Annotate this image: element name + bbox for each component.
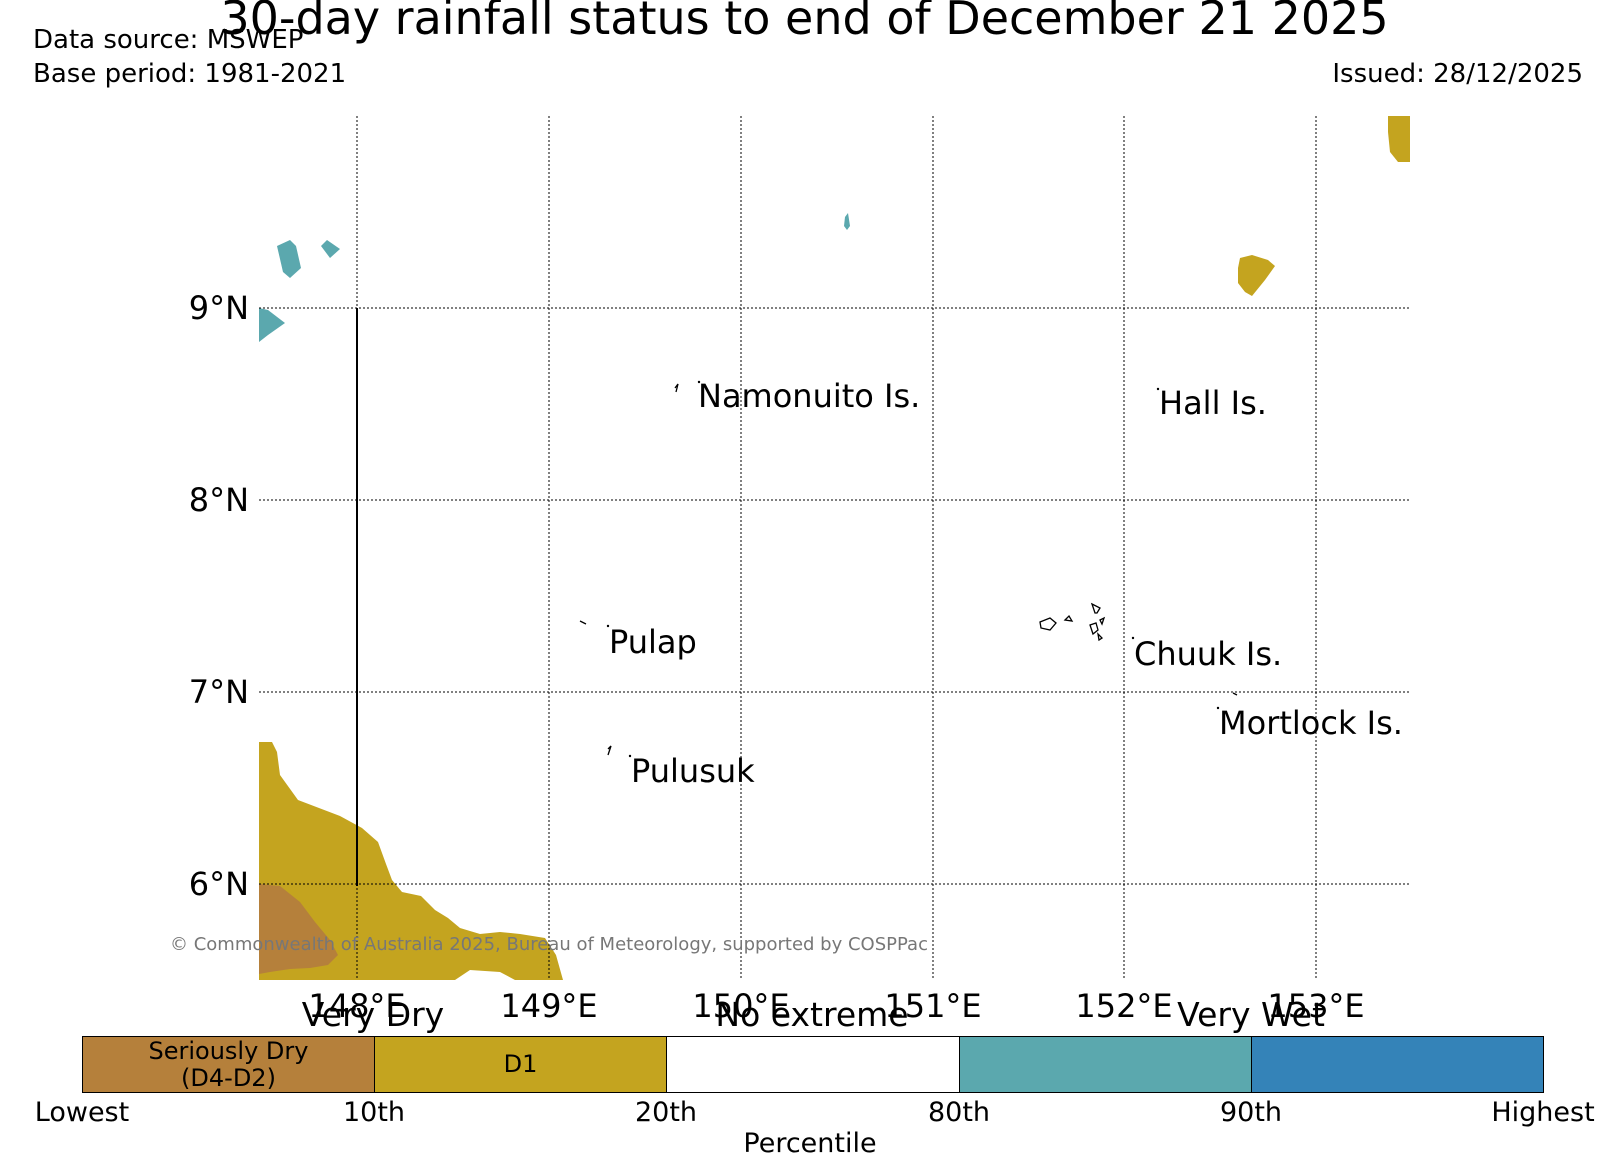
lon-label-152e: 152°E bbox=[1075, 987, 1172, 1025]
legend-box-label: D1 bbox=[375, 1037, 666, 1092]
island-outline bbox=[1063, 614, 1074, 622]
place-dot bbox=[697, 380, 701, 384]
place-label-pulusuk: Pulusuk bbox=[631, 752, 755, 790]
map-title: 30-day rainfall status to end of Decembe… bbox=[220, 0, 1389, 45]
island-outline bbox=[579, 620, 587, 625]
legend-tick-90th: 90th bbox=[1219, 1097, 1283, 1128]
legend-d1-text: D1 bbox=[503, 1050, 538, 1078]
lon-label-151e: 151°E bbox=[884, 987, 981, 1025]
legend-seriously-dry-text: Seriously Dry (D4-D2) bbox=[148, 1036, 309, 1092]
island-outline bbox=[1089, 622, 1099, 636]
lon-label-153e: 153°E bbox=[1267, 987, 1364, 1025]
island-outline bbox=[1232, 692, 1238, 696]
legend-box-label: Seriously Dry (D4-D2) bbox=[83, 1037, 374, 1092]
island-outline bbox=[607, 745, 612, 756]
place-dot bbox=[1131, 636, 1135, 640]
lon-label-150e: 150°E bbox=[692, 987, 789, 1025]
legend-box-seriously-dry: Seriously Dry (D4-D2) bbox=[82, 1036, 375, 1093]
place-label-namonuito: Namonuito Is. bbox=[698, 377, 920, 415]
island-outline bbox=[674, 383, 679, 393]
place-dot bbox=[1156, 387, 1160, 391]
island-outline bbox=[1099, 616, 1106, 626]
legend-tick-lowest: Lowest bbox=[34, 1097, 130, 1128]
issued-date-label: Issued: 28/12/2025 bbox=[1332, 59, 1583, 89]
base-period-label: Base period: 1981-2021 bbox=[33, 59, 347, 89]
lat-label-6n: 6°N bbox=[189, 865, 249, 903]
lat-label-9n: 9°N bbox=[189, 289, 249, 327]
legend-tick-highest: Highest bbox=[1491, 1097, 1595, 1128]
legend-box-no-extreme bbox=[666, 1036, 960, 1093]
d1-patch bbox=[1238, 255, 1275, 296]
lat-label-8n: 8°N bbox=[189, 481, 249, 519]
legend-category-very-dry: Very Dry bbox=[301, 995, 445, 1034]
lon-label-148e: 148°E bbox=[308, 987, 405, 1025]
legend-box-very-wet bbox=[1251, 1036, 1544, 1093]
legend-tick-80th: 80th bbox=[927, 1097, 991, 1128]
place-label-hall: Hall Is. bbox=[1159, 384, 1267, 422]
place-label-pulap: Pulap bbox=[609, 623, 697, 661]
wet-patch bbox=[321, 240, 340, 258]
place-label-chuuk: Chuuk Is. bbox=[1134, 635, 1282, 673]
wet-patch bbox=[259, 308, 285, 342]
wet-patch bbox=[277, 240, 301, 278]
legend-category-very-wet: Very Wet bbox=[1177, 995, 1325, 1034]
island-outline bbox=[1097, 632, 1104, 642]
legend-category-no-extreme: No extreme bbox=[715, 995, 909, 1034]
legend-tick-20th: 20th bbox=[634, 1097, 698, 1128]
legend-box-d1: D1 bbox=[374, 1036, 667, 1093]
place-dot bbox=[1216, 706, 1220, 710]
copyright-notice: © Commonwealth of Australia 2025, Bureau… bbox=[170, 934, 928, 955]
place-dot bbox=[606, 624, 610, 628]
wet-patch bbox=[844, 213, 850, 230]
lat-label-7n: 7°N bbox=[189, 673, 249, 711]
legend-box-wet bbox=[959, 1036, 1252, 1093]
legend-axis-label: Percentile bbox=[743, 1128, 877, 1159]
lon-label-149e: 149°E bbox=[500, 987, 597, 1025]
legend-tick-10th: 10th bbox=[342, 1097, 406, 1128]
seriously-dry-patch bbox=[259, 884, 338, 974]
d1-patch bbox=[1388, 116, 1410, 162]
data-source-label: Data source: MSWEP bbox=[33, 25, 304, 55]
d1-patch bbox=[259, 742, 563, 980]
island-outline bbox=[1039, 617, 1057, 631]
place-label-mortlock: Mortlock Is. bbox=[1219, 704, 1403, 742]
place-dot bbox=[628, 754, 632, 758]
island-outline bbox=[1090, 602, 1101, 614]
